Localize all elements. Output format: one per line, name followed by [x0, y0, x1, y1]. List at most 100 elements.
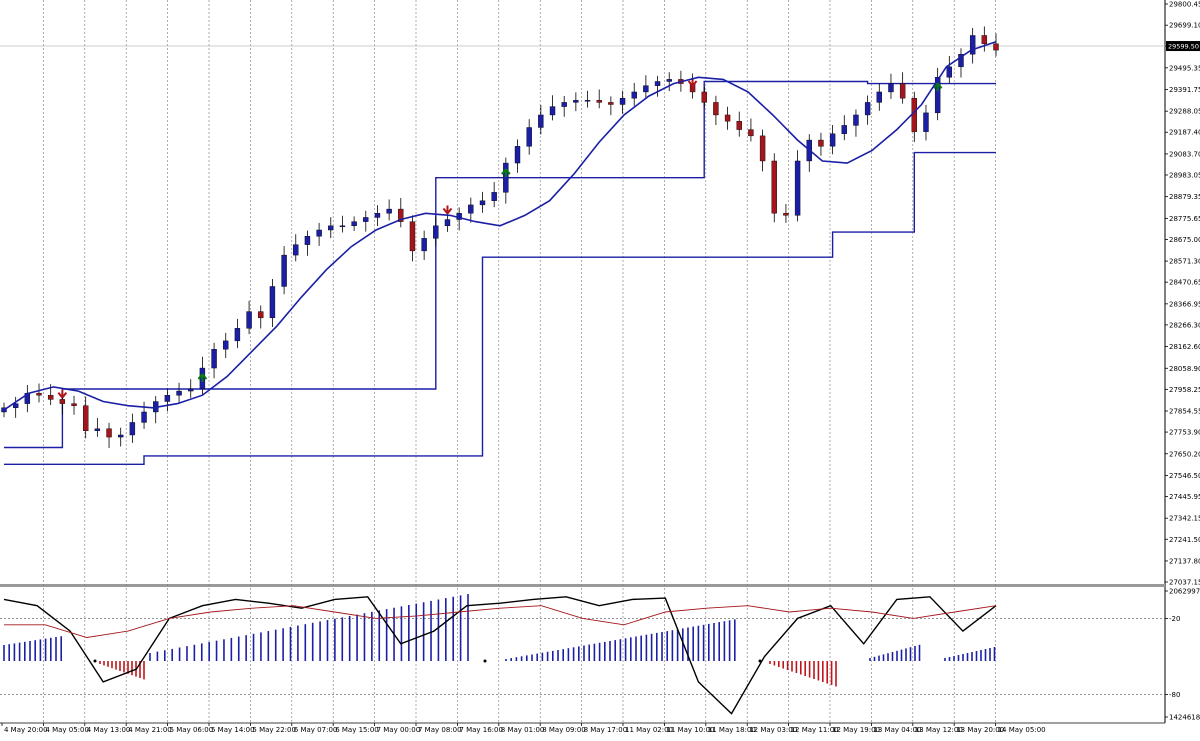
histogram-marker: [483, 659, 487, 663]
bull-candle: [654, 81, 661, 86]
bear-candle: [783, 213, 789, 216]
bull-candle: [351, 221, 357, 227]
x-tick-label: 5 May 22:00: [252, 726, 296, 734]
y-tick-label: 27854.55: [1169, 408, 1200, 416]
bull-candle: [129, 422, 136, 436]
bull-candle: [386, 208, 392, 214]
bear-candle: [596, 100, 602, 103]
x-tick-label: 13 May 12:00: [915, 726, 963, 734]
y-tick-label: 27753.90: [1169, 429, 1200, 437]
x-tick-label: 6 May 15:00: [335, 726, 379, 734]
bull-candle: [946, 66, 953, 78]
bull-candle: [421, 238, 427, 252]
bull-candle: [188, 388, 194, 392]
x-tick-label: 7 May 00:00: [377, 726, 421, 734]
bull-candle: [468, 204, 474, 214]
bull-candle: [479, 200, 486, 206]
x-tick-label: 11 May 18:00: [708, 726, 756, 734]
bear-candle: [409, 221, 416, 252]
bull-candle: [514, 146, 521, 164]
x-tick-label: 13 May 20:00: [956, 726, 1004, 734]
y-tick-label: 28266.30: [1169, 321, 1200, 329]
sell-signal-arrow: [57, 389, 68, 399]
y-tick-label: 27546.50: [1169, 472, 1200, 480]
x-tick-label: 5 May 06:00: [170, 726, 214, 734]
x-tick-label: 5 May 14:00: [211, 726, 255, 734]
bear-candle: [398, 208, 404, 222]
x-tick-label: 12 May 03:00: [749, 726, 797, 734]
y-tick-label: 28162.60: [1169, 343, 1200, 351]
y-tick-label: 28366.95: [1169, 300, 1200, 308]
bear-candle: [47, 395, 54, 400]
bear-candle: [713, 102, 719, 116]
y-tick-label: 28775.65: [1169, 215, 1200, 223]
bull-candle: [526, 127, 532, 147]
x-tick-label: 8 May 01:00: [501, 726, 545, 734]
bull-candle: [876, 91, 882, 103]
bear-candle: [258, 311, 264, 319]
y-tick-label: 29288.05: [1169, 108, 1200, 116]
bull-candle: [293, 244, 299, 256]
y-tick-label: 29495.35: [1169, 64, 1200, 72]
y-tick-label: 27958.25: [1169, 386, 1200, 394]
x-tick-label: 4 May 05:00: [45, 726, 89, 734]
upper-channel-line: [4, 80, 996, 449]
y-tick-label: 27650.20: [1169, 450, 1200, 458]
grid-layer: [0, 0, 1166, 723]
bull-candle: [234, 328, 241, 342]
bull-candle: [958, 54, 964, 68]
oscillator-line-red: [4, 605, 997, 638]
y-tick-label: 27241.50: [1169, 536, 1200, 544]
bull-candle: [246, 311, 252, 329]
y-tick-label: 29800.45: [1169, 1, 1200, 9]
x-tick-label: 11 May 10:00: [666, 726, 714, 734]
bull-candle: [12, 403, 19, 408]
bull-candle: [211, 349, 217, 369]
bull-candle: [643, 85, 649, 93]
bull-candle: [339, 225, 346, 228]
bull-candle: [864, 102, 871, 116]
bull-candle: [304, 236, 311, 245]
bull-candle: [829, 133, 836, 147]
bull-candle: [561, 102, 567, 107]
y-tick-label: 28983.05: [1169, 171, 1200, 179]
x-tick-label: 6 May 07:00: [294, 726, 338, 734]
bear-candle: [701, 91, 707, 103]
y-tick-label: 27137.80: [1169, 557, 1200, 565]
bear-candle: [759, 135, 766, 162]
bull-candle: [269, 286, 276, 319]
bull-candle: [94, 428, 101, 432]
bear-candle: [106, 428, 112, 438]
bull-candle: [538, 114, 544, 128]
bear-candle: [736, 121, 742, 130]
bull-candle: [141, 411, 147, 423]
bull-candle: [969, 35, 976, 55]
y-tick-label: 29083.70: [1169, 150, 1200, 158]
bull-candle: [794, 160, 801, 216]
buy-signal-arrow: [197, 373, 208, 383]
bear-candle: [748, 129, 754, 137]
bull-candle: [491, 192, 497, 201]
bear-candle: [899, 83, 906, 99]
ma-layer: [3, 40, 997, 411]
bear-candle: [608, 102, 614, 105]
bull-candle: [934, 77, 941, 114]
x-tick-label: 8 May 09:00: [542, 726, 586, 734]
current-price-label: 29599.50: [1168, 43, 1199, 51]
y-tick-label: 28058.90: [1169, 365, 1200, 373]
bull-candle: [316, 229, 322, 237]
histogram-marker: [93, 659, 97, 663]
x-tick-label: 4 May 20:00: [4, 726, 48, 734]
signal-layer: [57, 77, 943, 399]
bear-candle: [818, 139, 824, 147]
current-price-tag: [1166, 41, 1200, 52]
lower-channel-line: [4, 151, 996, 465]
bull-candle: [631, 91, 637, 99]
bull-candle: [584, 100, 591, 102]
bear-candle: [71, 403, 77, 406]
x-tick-label: 7 May 08:00: [418, 726, 462, 734]
bull-candle: [923, 112, 929, 132]
